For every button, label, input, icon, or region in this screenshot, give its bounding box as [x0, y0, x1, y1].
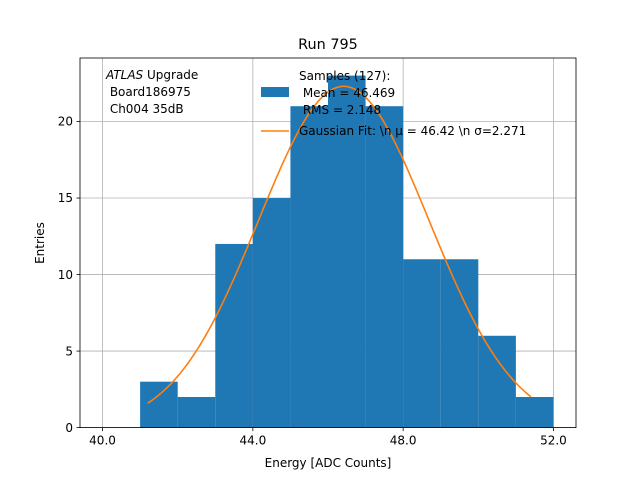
y-tick-label: 15 — [58, 191, 73, 205]
y-tick-label: 5 — [65, 344, 73, 358]
histogram-bar — [403, 259, 441, 428]
x-tick-label: 40.0 — [89, 434, 116, 448]
annotation-atlas: ATLAS — [105, 68, 144, 82]
atlas-annotation: ATLAS Upgrade Board186975 Ch004 35dB — [105, 68, 198, 116]
y-axis-ticks: 0 5 10 15 20 — [58, 115, 80, 435]
histogram-bar — [328, 75, 366, 428]
legend-histogram-line-2: Mean = 46.469 — [299, 86, 395, 100]
fit-curve-line — [147, 85, 532, 404]
gaussian-fit-curve — [147, 85, 532, 404]
histogram-bar — [478, 335, 516, 428]
histogram-bar — [140, 381, 178, 428]
plot-frame — [79, 57, 577, 429]
y-tick-label: 0 — [65, 421, 73, 435]
histogram-bar — [252, 198, 291, 428]
y-tick-label: 10 — [58, 268, 73, 282]
annotation-upgrade: Upgrade — [143, 68, 198, 82]
histogram-bar — [515, 396, 554, 428]
legend-histogram-line-3: RMS = 2.148 — [299, 103, 381, 117]
x-tick-label: 44.0 — [239, 434, 266, 448]
histogram-bar — [290, 106, 328, 428]
histogram-bar — [177, 396, 216, 428]
x-axis-ticks: 40.0 44.0 48.0 52.0 — [89, 427, 567, 448]
x-axis-label: Energy [ADC Counts] — [265, 456, 392, 470]
x-tick-label: 48.0 — [390, 434, 417, 448]
y-axis-label: Entries — [33, 222, 47, 264]
annotation-board: Board186975 — [106, 85, 191, 99]
histogram-bar — [365, 106, 404, 428]
legend-histogram-line-1: Samples (127): — [299, 69, 390, 83]
histogram-bar — [215, 243, 253, 428]
legend-fit-label: Gaussian Fit: \n μ = 46.42 \n σ=2.271 — [299, 124, 526, 138]
histogram-bar — [440, 259, 479, 428]
annotation-channel: Ch004 35dB — [106, 102, 184, 116]
y-tick-label: 20 — [58, 115, 73, 129]
legend: Samples (127): Mean = 46.469 RMS = 2.148… — [261, 69, 526, 138]
annotation-line-1: ATLAS Upgrade — [105, 68, 198, 82]
legend-histogram-swatch — [261, 87, 289, 97]
x-tick-label: 52.0 — [540, 434, 567, 448]
histogram-bars — [140, 75, 554, 428]
chart-title: Run 795 — [298, 37, 358, 53]
